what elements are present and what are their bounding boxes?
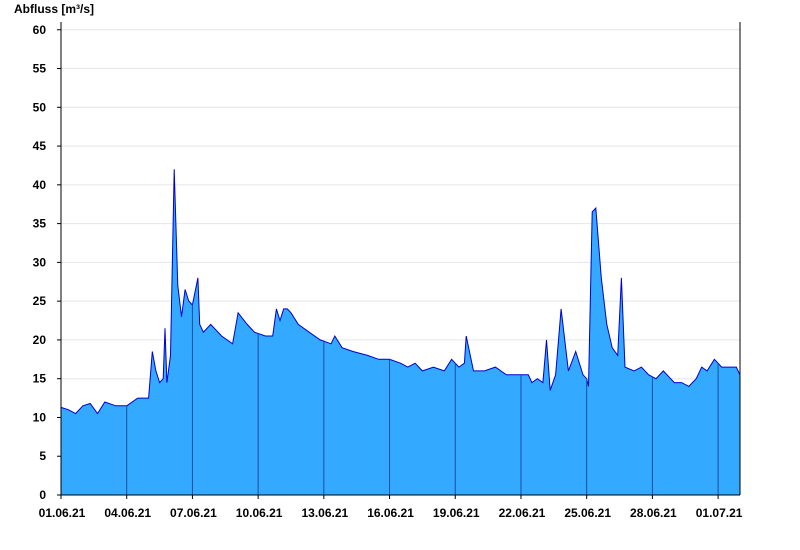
y-tick-label: 15 bbox=[33, 372, 47, 386]
x-tick-label: 07.06.21 bbox=[170, 506, 217, 520]
y-axis-label: Abfluss [m³/s] bbox=[14, 2, 94, 16]
y-tick-label: 40 bbox=[33, 178, 47, 192]
plot-area bbox=[60, 169, 741, 496]
y-tick-label: 20 bbox=[33, 333, 47, 347]
x-tick-label: 01.06.21 bbox=[39, 506, 86, 520]
y-tick-label: 35 bbox=[33, 217, 47, 231]
discharge-line bbox=[60, 169, 741, 415]
y-tick-label: 60 bbox=[33, 23, 47, 37]
discharge-area bbox=[61, 169, 740, 496]
y-tick-label: 45 bbox=[33, 139, 47, 153]
x-axis-ticks: 01.06.21 04.06.21 07.06.21 10.06.21 13.06.21… bbox=[39, 495, 743, 520]
x-tick-label: 10.06.21 bbox=[236, 506, 283, 520]
x-tick-label: 13.06.21 bbox=[301, 506, 348, 520]
x-tick-label: 16.06.21 bbox=[367, 506, 414, 520]
x-tick-label: 04.06.21 bbox=[104, 506, 151, 520]
x-tick-label: 01.07.21 bbox=[696, 506, 743, 520]
y-axis-ticks: 0 5 10 15 20 25 30 35 40 45 50 55 60 bbox=[33, 23, 61, 502]
y-tick-label: 50 bbox=[33, 100, 47, 114]
y-tick-label: 10 bbox=[33, 410, 47, 424]
axes bbox=[60, 22, 741, 496]
y-tick-label: 5 bbox=[39, 449, 46, 463]
x-tick-label: 19.06.21 bbox=[433, 506, 480, 520]
y-tick-label: 0 bbox=[39, 488, 46, 502]
y-tick-label: 55 bbox=[33, 62, 47, 76]
y-tick-label: 30 bbox=[33, 255, 47, 269]
x-tick-label: 25.06.21 bbox=[564, 506, 611, 520]
x-tick-label: 22.06.21 bbox=[499, 506, 546, 520]
x-tick-label: 28.06.21 bbox=[630, 506, 677, 520]
y-tick-label: 25 bbox=[33, 294, 47, 308]
day-markers bbox=[126, 305, 719, 495]
